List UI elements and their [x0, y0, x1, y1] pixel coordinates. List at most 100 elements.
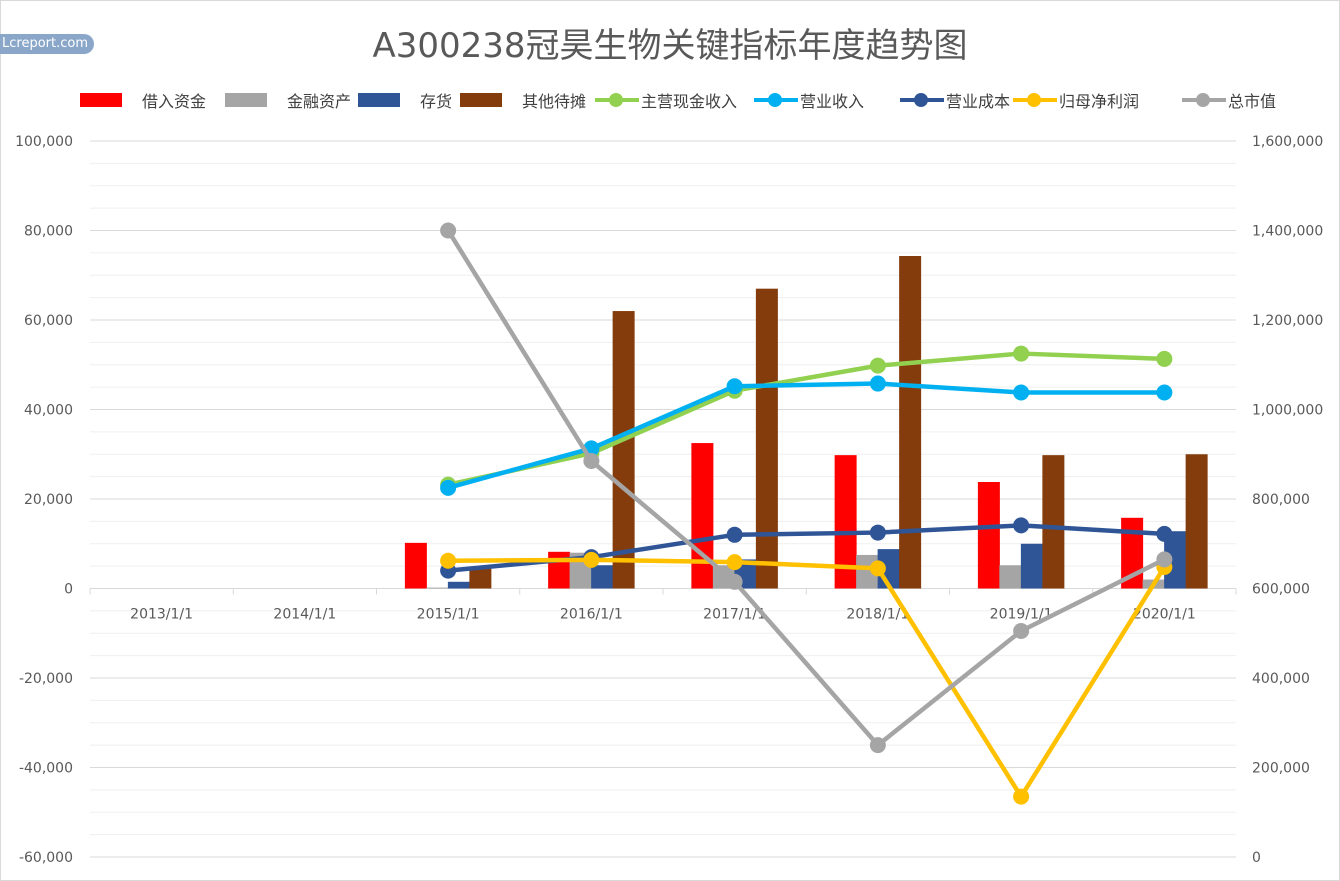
bar-金融资产 [426, 587, 449, 589]
point-总市值 [1156, 551, 1173, 568]
left-axis-tick-label: -60,000 [19, 850, 73, 866]
bar-其他待摊 [469, 568, 492, 589]
point-总市值 [440, 222, 457, 239]
bar-存货 [447, 581, 470, 589]
legend-label: 存货 [420, 92, 453, 111]
bar-借入资金 [691, 443, 714, 589]
point-归母净利润 [726, 554, 743, 571]
point-归母净利润 [1013, 788, 1030, 805]
bar-存货 [1164, 531, 1187, 589]
legend-item: 营业收入 [754, 88, 864, 112]
bar-借入资金 [404, 542, 427, 589]
x-axis-category-label: 2018/1/1 [846, 607, 909, 623]
legend-line-swatch-icon [595, 93, 639, 107]
x-axis-category-label: 2020/1/1 [1133, 607, 1196, 623]
legend-label: 营业成本 [946, 92, 1011, 111]
legend-label: 借入资金 [142, 92, 207, 111]
left-axis-tick-label: 40,000 [24, 403, 73, 419]
x-axis-category-label: 2014/1/1 [273, 607, 336, 623]
x-axis-category-label: 2017/1/1 [703, 607, 766, 623]
point-营业收入 [726, 378, 743, 395]
right-axis-tick-label: 1,200,000 [1252, 313, 1323, 329]
bar-其他待摊 [612, 311, 635, 589]
legend-line-swatch-icon [754, 93, 798, 107]
right-axis-tick-label: 1,400,000 [1252, 224, 1323, 240]
legend-label: 营业收入 [800, 92, 865, 111]
point-总市值 [583, 452, 600, 469]
bar-其他待摊 [755, 288, 778, 589]
legend-item: 其他待摊 [460, 88, 586, 112]
legend-label: 其他待摊 [522, 92, 587, 111]
right-axis-tick-label: 600,000 [1252, 582, 1310, 598]
point-营业成本 [1156, 525, 1173, 542]
line-归母净利润 [445, 557, 1167, 799]
legend-bar-swatch-icon [460, 93, 502, 107]
point-主营现金收入 [869, 357, 886, 374]
point-营业收入 [869, 375, 886, 392]
legend-item: 归母净利润 [1013, 88, 1139, 112]
legend-bar-swatch-icon [225, 93, 267, 107]
line-营业收入 [445, 381, 1167, 491]
right-axis-tick-label: 1,000,000 [1252, 403, 1323, 419]
point-总市值 [726, 573, 743, 590]
legend-label: 主营现金收入 [641, 92, 738, 111]
x-axis-category-label: 2013/1/1 [130, 607, 193, 623]
bar-其他待摊 [1042, 455, 1065, 589]
point-主营现金收入 [1013, 345, 1030, 362]
legend-label: 归母净利润 [1059, 92, 1140, 111]
point-营业成本 [869, 524, 886, 541]
point-总市值 [1013, 623, 1030, 640]
legend-item: 存货 [358, 88, 452, 112]
chart-title: A300238冠昊生物关键指标年度趋势图 [372, 26, 968, 66]
line-总市值 [445, 228, 1167, 748]
left-axis-tick-label: 20,000 [24, 492, 73, 508]
right-axis-tick-label: 400,000 [1252, 671, 1310, 687]
right-axis-tick-label: 0 [1252, 850, 1261, 866]
legend-item: 金融资产 [225, 88, 351, 112]
left-axis-tick-label: 60,000 [24, 313, 73, 329]
bar-存货 [591, 565, 614, 589]
bar-其他待摊 [899, 256, 922, 589]
legend-line-swatch-icon [1013, 93, 1057, 107]
watermark-badge: Lcreport.com [0, 34, 94, 54]
bar-金融资产 [999, 565, 1022, 589]
bar-借入资金 [834, 455, 857, 589]
x-axis-category-label: 2015/1/1 [417, 607, 480, 623]
x-axis-category-label: 2019/1/1 [990, 607, 1053, 623]
right-axis-tick-label: 1,600,000 [1252, 134, 1323, 150]
point-主营现金收入 [1156, 350, 1173, 367]
legend-item: 借入资金 [80, 88, 206, 112]
bar-其他待摊 [1185, 454, 1208, 589]
legend-item: 主营现金收入 [595, 88, 737, 112]
point-归母净利润 [583, 551, 600, 568]
point-归母净利润 [440, 552, 457, 569]
legend-item: 总市值 [1182, 88, 1276, 112]
legend-item: 营业成本 [900, 88, 1010, 112]
line-主营现金收入 [445, 351, 1167, 487]
point-总市值 [869, 737, 886, 754]
left-axis-tick-label: 100,000 [15, 134, 73, 150]
legend-line-swatch-icon [1182, 93, 1226, 107]
legend-label: 金融资产 [287, 92, 352, 111]
legend-line-swatch-icon [900, 93, 944, 107]
legend-label: 总市值 [1228, 92, 1277, 111]
left-axis-tick-label: -40,000 [19, 761, 73, 777]
right-axis-tick-label: 800,000 [1252, 492, 1310, 508]
point-营业成本 [726, 526, 743, 543]
left-axis-tick-label: 0 [64, 582, 73, 598]
point-营业成本 [1013, 517, 1030, 534]
point-营业收入 [1013, 384, 1030, 401]
left-axis-tick-label: -20,000 [19, 671, 73, 687]
left-axis-tick-label: 80,000 [24, 224, 73, 240]
bar-借入资金 [977, 481, 1000, 589]
legend-bar-swatch-icon [80, 93, 122, 107]
bar-存货 [1020, 543, 1043, 589]
x-axis-category-label: 2016/1/1 [560, 607, 623, 623]
point-营业收入 [440, 479, 457, 496]
point-营业收入 [1156, 384, 1173, 401]
point-归母净利润 [869, 560, 886, 577]
right-axis-tick-label: 200,000 [1252, 761, 1310, 777]
legend-bar-swatch-icon [358, 93, 400, 107]
